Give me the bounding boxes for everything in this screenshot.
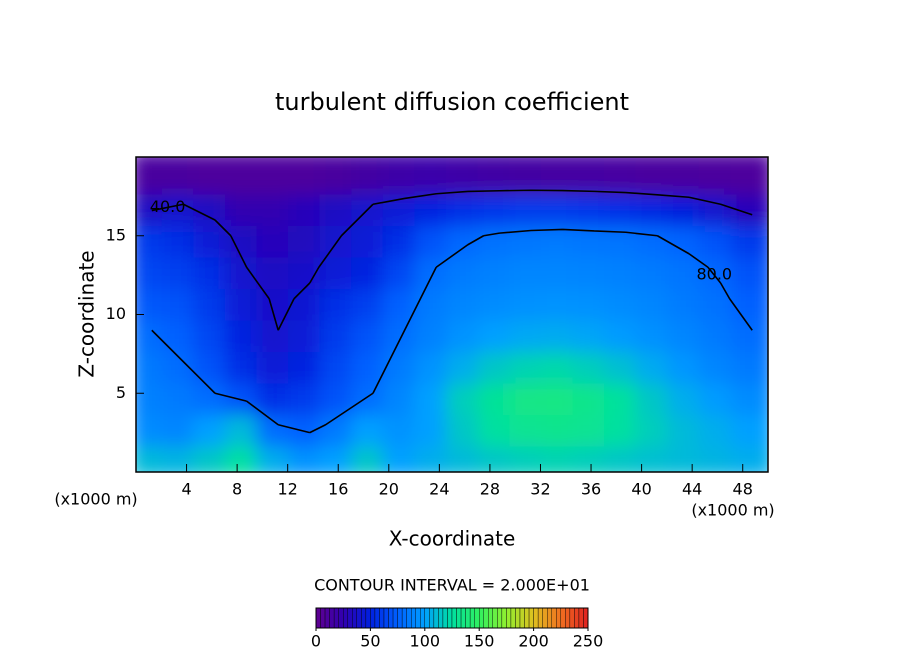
colorbar-swatch [370, 607, 376, 629]
colorbar-swatch [338, 607, 344, 629]
colorbar-swatch [501, 607, 507, 629]
colorbar-swatch [415, 607, 421, 629]
colorbar-swatch [578, 607, 584, 629]
colorbar-tick-label: 100 [410, 632, 441, 651]
cell [730, 157, 768, 195]
colorbar-swatch [401, 607, 407, 629]
colorbar-swatch [488, 607, 493, 629]
colorbar-swatch [324, 607, 330, 629]
x-tick-label: 40 [631, 480, 651, 499]
colorbar-swatch [556, 607, 561, 629]
colorbar-swatch [347, 607, 353, 629]
colorbar-swatch [560, 607, 566, 629]
colorbar-swatch [447, 607, 453, 629]
colorbar-swatch [406, 607, 412, 629]
y-tick-label: 10 [106, 304, 126, 323]
colorbar-swatch [383, 607, 389, 629]
colorbar-swatch [542, 607, 548, 629]
contour-line [151, 228, 753, 434]
y-tick-label: 5 [116, 383, 126, 402]
colorbar-swatch [565, 607, 571, 629]
annotation: CONTOUR INTERVAL = 2.000E+01 [314, 576, 590, 595]
colorbar-swatch [551, 607, 557, 629]
x-tick-label: 4 [181, 480, 191, 499]
colorbar-swatch [352, 607, 357, 629]
colorbar-tick-label: 250 [573, 632, 604, 651]
colorbar-swatch [492, 607, 498, 629]
colorbar-tick-label: 200 [518, 632, 549, 651]
colorbar-swatch [528, 607, 534, 629]
colorbar-swatch [515, 607, 521, 629]
colorbar-swatch [583, 607, 589, 629]
colorbar-swatch [320, 607, 326, 629]
colorbar-swatch [537, 607, 543, 629]
colorbar-swatch [392, 607, 398, 629]
colorbar-swatch [329, 607, 335, 629]
colorbar-swatch [574, 607, 580, 629]
colorbar-swatch [356, 607, 362, 629]
colorbar-swatch [411, 607, 416, 629]
colorbar-tick-label: 0 [311, 632, 321, 651]
colorbar-swatch [433, 607, 439, 629]
field [136, 157, 768, 472]
colorbar-swatch [506, 607, 512, 629]
colorbar-swatch [379, 607, 385, 629]
x-tick-label: 32 [530, 480, 550, 499]
contour-line [151, 189, 753, 331]
colorbar-swatch [547, 607, 552, 629]
chart-title: turbulent diffusion coefficient [275, 88, 629, 116]
colorbar-swatch [442, 607, 448, 629]
colorbar-swatch [497, 607, 503, 629]
x-axis-label: X-coordinate [389, 527, 516, 551]
y-axis-label: Z-coordinate [75, 250, 99, 377]
colorbar-swatch [465, 607, 471, 629]
contour-label: 80.0 [696, 265, 732, 284]
colorbar-tick-label: 50 [360, 632, 380, 651]
x-tick-label: 16 [328, 480, 348, 499]
x-tick-label: 8 [232, 480, 242, 499]
colorbar-swatch [469, 607, 475, 629]
colorbar-swatch [438, 607, 444, 629]
colorbar-swatch [451, 607, 457, 629]
colorbar-swatch [524, 607, 530, 629]
x-tick-label: 44 [682, 480, 702, 499]
x-unit: (x1000 m) [691, 501, 774, 520]
colorbar-swatch [374, 607, 380, 629]
colorbar-swatch [483, 607, 489, 629]
x-tick-label: 12 [278, 480, 298, 499]
colorbar-swatch [519, 607, 525, 629]
colorbar-swatch [533, 607, 539, 629]
colorbar-swatch [460, 607, 466, 629]
colorbar-swatch [397, 607, 403, 629]
colorbar-tick-label: 150 [464, 632, 495, 651]
colorbar: 0 50 100 150 200 250 [311, 607, 604, 651]
x-tick-label: 20 [379, 480, 399, 499]
colorbar-swatch [456, 607, 462, 629]
cells [136, 157, 768, 472]
colorbar-swatch [424, 607, 430, 629]
contours: 40.0 80.0 [150, 189, 753, 434]
y-tick-label: 15 [106, 225, 126, 244]
y-unit: (x1000 m) [54, 490, 137, 509]
colorbar-swatch [569, 607, 575, 629]
x-tick-label: 28 [480, 480, 500, 499]
colorbar-swatch [361, 607, 367, 629]
contour-label: 40.0 [150, 197, 186, 216]
colorbar-swatch [474, 607, 480, 629]
colorbar-swatch [343, 607, 348, 629]
colorbar-swatch [388, 607, 394, 629]
x-tick-label: 48 [733, 480, 753, 499]
colorbar-swatch [333, 607, 339, 629]
colorbar-swatch [479, 607, 484, 629]
colorbar-swatch [429, 607, 435, 629]
colorbar-frame [315, 607, 589, 629]
x-tick-label: 36 [581, 480, 601, 499]
colorbar-swatch [315, 607, 321, 629]
colorbar-swatch [420, 607, 425, 629]
x-tick-label: 24 [429, 480, 449, 499]
colorbar-swatch [365, 607, 371, 629]
colorbar-swatch [510, 607, 516, 629]
